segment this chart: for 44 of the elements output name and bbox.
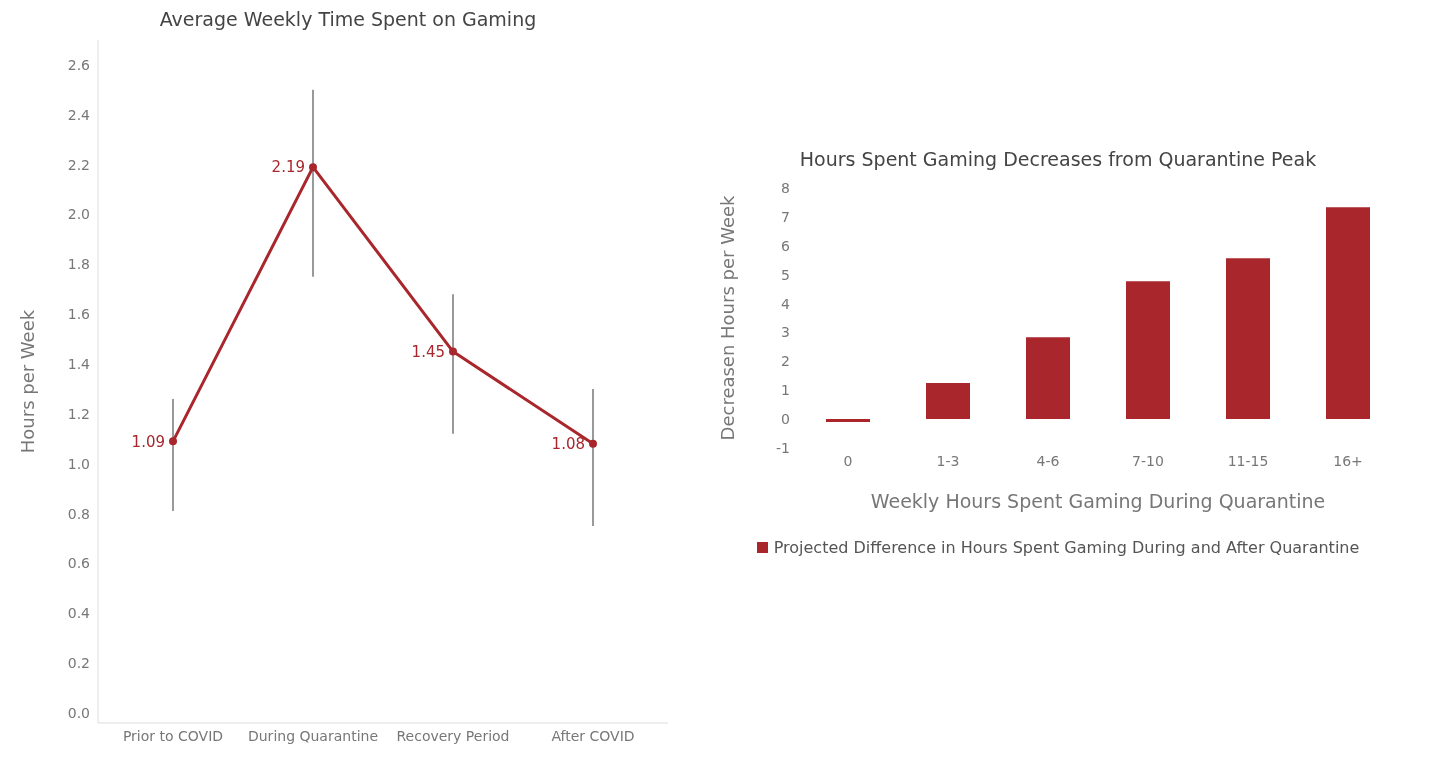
- data-label: 1.45: [411, 342, 445, 361]
- y-tick-label: 6: [781, 237, 791, 254]
- chart-title: Average Weekly Time Spent on Gaming: [158, 8, 538, 30]
- x-tick-label: Prior to COVID: [122, 727, 224, 744]
- x-tick-label: Recovery Period: [396, 727, 510, 744]
- y-tick-label: 2.4: [67, 106, 91, 123]
- y-tick-label: 2.6: [67, 56, 91, 73]
- y-tick-label: -1: [776, 439, 790, 456]
- y-axis-title: Hours per Week: [17, 309, 39, 454]
- y-tick-label: 1.6: [67, 306, 91, 323]
- y-tick-label: 1.4: [67, 356, 91, 373]
- x-axis-title: Weekly Hours Spent Gaming During Quarantine: [870, 490, 1326, 512]
- y-tick-label: 0.4: [67, 605, 91, 622]
- x-tick-label: 0: [843, 452, 853, 469]
- y-tick-label: 0.8: [67, 505, 90, 522]
- x-tick-label: After COVID: [551, 727, 635, 744]
- x-tick-label: 1-3: [936, 452, 960, 469]
- y-tick-label: 4: [781, 295, 791, 312]
- y-tick-label: 1.2: [67, 405, 90, 422]
- y-axis-title: Decreasen Hours per Week: [717, 194, 739, 441]
- x-tick-label: 7-10: [1132, 452, 1164, 469]
- legend-label: Projected Difference in Hours Spent Gaming During and After Quarantine: [773, 538, 1360, 557]
- y-tick-label: 1.0: [67, 455, 90, 472]
- y-tick-label: 0.0: [67, 705, 90, 721]
- y-tick-label: 8: [781, 179, 790, 196]
- y-tick-label: 5: [781, 266, 790, 283]
- data-label: 2.19: [271, 158, 305, 177]
- data-label: 1.09: [131, 432, 165, 451]
- y-tick-label: 2.0: [67, 206, 90, 223]
- y-tick-label: 3: [781, 324, 790, 341]
- x-tick-label: During Quarantine: [247, 727, 379, 744]
- y-tick-label: 0.6: [67, 555, 91, 572]
- y-tick-label: 1: [781, 382, 790, 399]
- y-tick-label: 7: [781, 208, 790, 225]
- x-tick-label: 11-15: [1227, 452, 1269, 469]
- data-label: 1.08: [551, 435, 585, 454]
- y-tick-label: 1.8: [67, 256, 90, 273]
- chart-title: Hours Spent Gaming Decreases from Quarantine Peak: [798, 148, 1318, 170]
- x-tick-label: 16+: [1333, 452, 1363, 469]
- y-tick-label: 0: [781, 411, 790, 428]
- x-tick-label: 4-6: [1036, 452, 1060, 469]
- y-tick-label: 2.2: [67, 156, 90, 173]
- y-tick-label: 0.2: [67, 655, 90, 672]
- y-tick-label: 2: [781, 353, 790, 370]
